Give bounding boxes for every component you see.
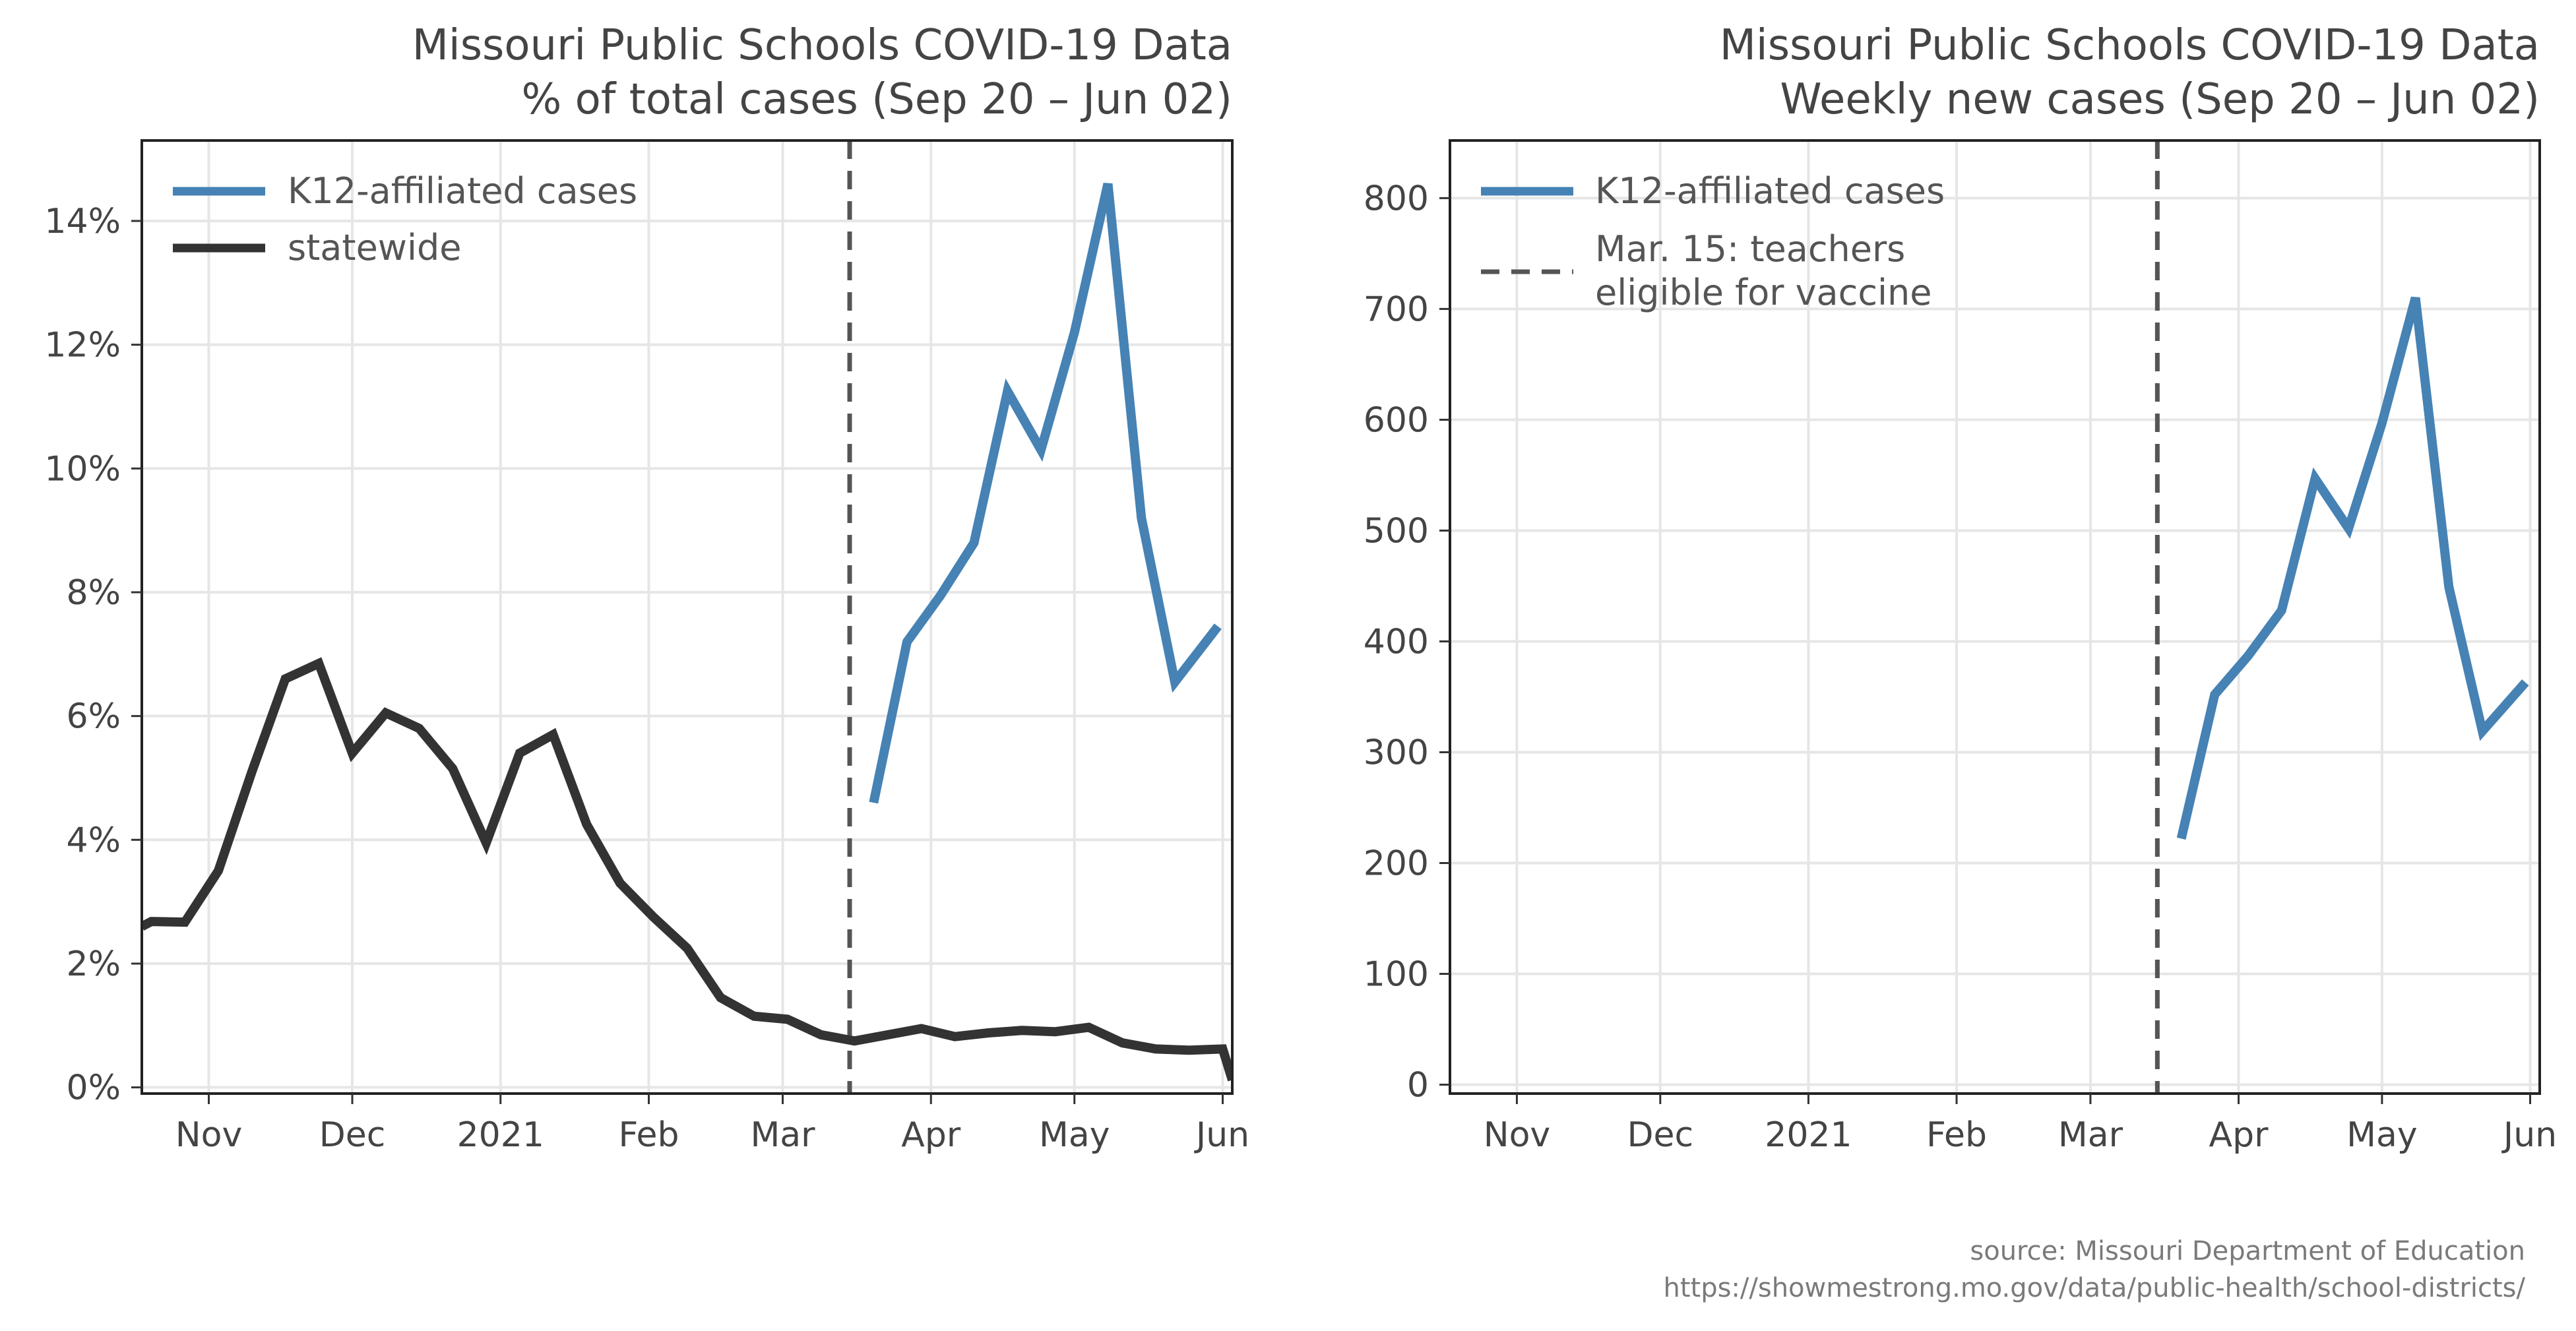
- y-tick-label: 500: [1364, 511, 1429, 551]
- chart-subtitle: % of total cases (Sep 20 – Jun 02): [522, 75, 1233, 124]
- y-axis-ticks: 0 100 200 300 400 500 600 700 800: [1364, 179, 1450, 1105]
- x-tick-label: Nov: [175, 1115, 243, 1155]
- x-tick-label: Dec: [1627, 1115, 1693, 1155]
- chart-title: Missouri Public Schools COVID-19 Data: [412, 21, 1232, 70]
- x-tick-label: Mar: [2058, 1115, 2123, 1155]
- legend-label-statewide: statewide: [288, 227, 461, 268]
- y-tick-label: 12%: [44, 326, 121, 365]
- y-tick-label: 2%: [67, 944, 121, 984]
- x-tick-label: Mar: [750, 1115, 815, 1155]
- y-tick-label: 100: [1364, 955, 1429, 995]
- y-tick-label: 14%: [44, 202, 121, 241]
- series-line-k12-affiliated-cases: [869, 183, 1222, 804]
- y-tick-label: 800: [1364, 179, 1429, 218]
- y-tick-label: 200: [1364, 844, 1429, 884]
- x-tick-label: Feb: [618, 1115, 679, 1155]
- y-tick-label: 0: [1407, 1066, 1429, 1105]
- y-tick-label: 10%: [44, 449, 121, 489]
- series-lines: [142, 140, 1232, 1094]
- grid-lines: [1450, 140, 2540, 1094]
- y-axis-ticks: 0% 2% 4% 6% 8% 10% 12% 14%: [44, 202, 142, 1108]
- plot-frame: [141, 139, 1234, 1095]
- legend-label-vline-line2: eligible for vaccine: [1595, 272, 1932, 313]
- y-tick-label: 0%: [67, 1068, 121, 1108]
- legend-label-k12: K12-affiliated cases: [288, 170, 637, 212]
- chart-weekly-new-cases: Missouri Public Schools COVID-19 Data We…: [1364, 21, 2557, 1155]
- series-lines: [2154, 140, 2529, 1094]
- x-axis-ticks: Nov Dec 2021 Feb Mar Apr May Jun: [175, 1094, 1249, 1155]
- x-tick-label: 2021: [457, 1115, 544, 1155]
- plot-frame: [1449, 139, 2541, 1095]
- y-tick-label: 700: [1364, 290, 1429, 329]
- y-tick-label: 300: [1364, 733, 1429, 772]
- y-tick-label: 6%: [67, 697, 121, 737]
- x-tick-label: Apr: [901, 1115, 961, 1155]
- x-tick-label: May: [1039, 1115, 1110, 1155]
- x-tick-label: May: [2346, 1115, 2418, 1155]
- chart-subtitle: Weekly new cases (Sep 20 – Jun 02): [1780, 75, 2540, 124]
- y-tick-label: 8%: [67, 573, 121, 613]
- legend-label-vline: Mar. 15: teachers: [1595, 228, 1905, 270]
- series-line-statewide: [142, 657, 1232, 1082]
- x-tick-label: Jun: [1194, 1115, 1249, 1155]
- grid-lines: [142, 140, 1232, 1094]
- chart-title: Missouri Public Schools COVID-19 Data: [1720, 21, 2540, 70]
- x-tick-label: Dec: [319, 1115, 386, 1155]
- series-line-k12-affiliated-cases: [2176, 296, 2529, 840]
- legend: K12-affiliated cases Mar. 15: teachers e…: [1481, 170, 1945, 313]
- source-url: https://showmestrong.mo.gov/data/public-…: [1663, 1273, 2525, 1303]
- y-tick-label: 4%: [67, 820, 121, 860]
- source-note: source: Missouri Department of Education: [1970, 1236, 2525, 1266]
- chart-percent-of-total: Missouri Public Schools COVID-19 Data % …: [44, 21, 1249, 1155]
- legend: K12-affiliated cases statewide: [173, 170, 637, 268]
- x-tick-label: Jun: [2501, 1115, 2557, 1155]
- x-tick-label: 2021: [1765, 1115, 1852, 1155]
- x-tick-label: Apr: [2209, 1115, 2269, 1155]
- x-axis-ticks: Nov Dec 2021 Feb Mar Apr May Jun: [1484, 1094, 2557, 1155]
- legend-label-k12: K12-affiliated cases: [1595, 170, 1945, 212]
- y-tick-label: 400: [1364, 622, 1429, 662]
- y-tick-label: 600: [1364, 400, 1429, 440]
- x-tick-label: Feb: [1926, 1115, 1987, 1155]
- x-tick-label: Nov: [1484, 1115, 1551, 1155]
